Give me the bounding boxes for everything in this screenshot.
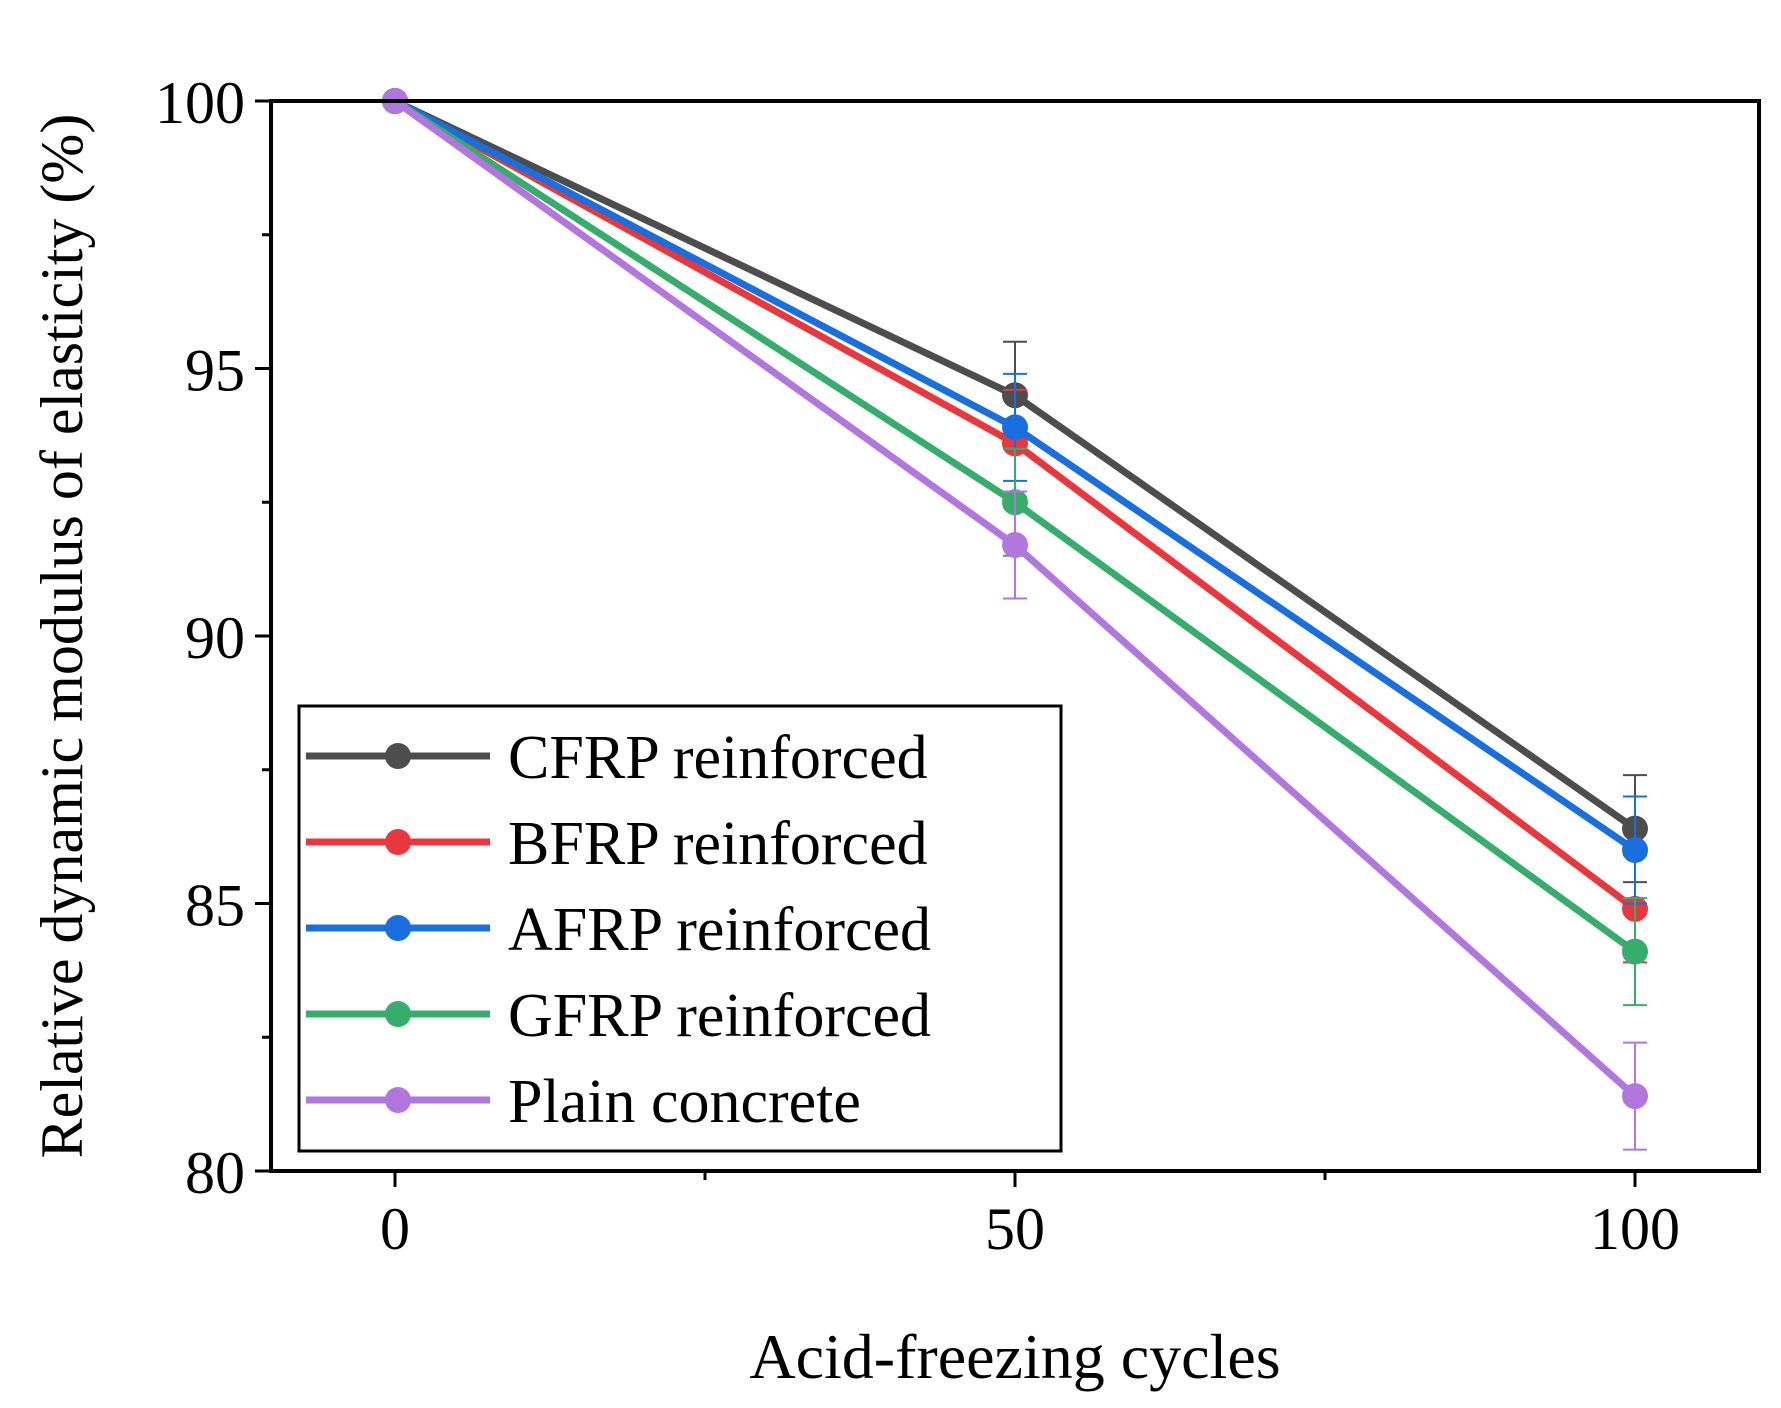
legend-item: Plain concrete	[306, 1068, 861, 1136]
y-tick-label: 85	[185, 873, 245, 939]
x-tick-label: 0	[380, 1196, 410, 1262]
legend-items: CFRP reinforced BFRP reinforced AFRP reinf…	[306, 724, 931, 1136]
data-point	[1622, 837, 1648, 863]
legend-marker-swatch	[385, 915, 411, 941]
legend: CFRP reinforced BFRP reinforced AFRP reinf…	[297, 704, 1063, 1153]
data-point	[1002, 532, 1028, 559]
series-plain-concrete	[382, 88, 1648, 1151]
y-tick-label: 90	[185, 605, 245, 671]
x-tick-label: 100	[1590, 1196, 1680, 1262]
legend-item: AFRP reinforced	[306, 896, 931, 964]
legend-marker-swatch	[385, 1001, 411, 1027]
legend-label: Plain concrete	[508, 1068, 861, 1136]
legend-label: CFRP reinforced	[508, 724, 928, 792]
legend-marker-swatch	[385, 1087, 411, 1113]
legend-box	[297, 704, 1063, 1153]
legend-item: BFRP reinforced	[306, 810, 928, 878]
legend-label: GFRP reinforced	[508, 982, 931, 1050]
data-point	[1002, 414, 1028, 441]
data-point	[1622, 938, 1648, 965]
legend-item: CFRP reinforced	[306, 724, 928, 792]
series-layer	[382, 88, 1648, 1151]
legend-label: BFRP reinforced	[508, 810, 928, 878]
y-tick-label: 100	[155, 70, 245, 136]
x-axis-label: Acid-freezing cycles	[749, 1321, 1280, 1392]
legend-item: GFRP reinforced	[306, 982, 931, 1050]
data-point	[1622, 1083, 1648, 1110]
y-axis-label: Relative dynamic modulus of elasticity (…	[29, 114, 95, 1159]
x-tick-label: 50	[985, 1196, 1045, 1262]
y-tick-label: 80	[185, 1140, 245, 1206]
legend-marker-swatch	[385, 829, 411, 855]
y-tick-label: 95	[185, 338, 245, 404]
legend-label: AFRP reinforced	[508, 896, 931, 964]
legend-marker-swatch	[385, 743, 411, 769]
axis-layer: 80 85 90 95 100 0 50 100	[155, 70, 1680, 1262]
